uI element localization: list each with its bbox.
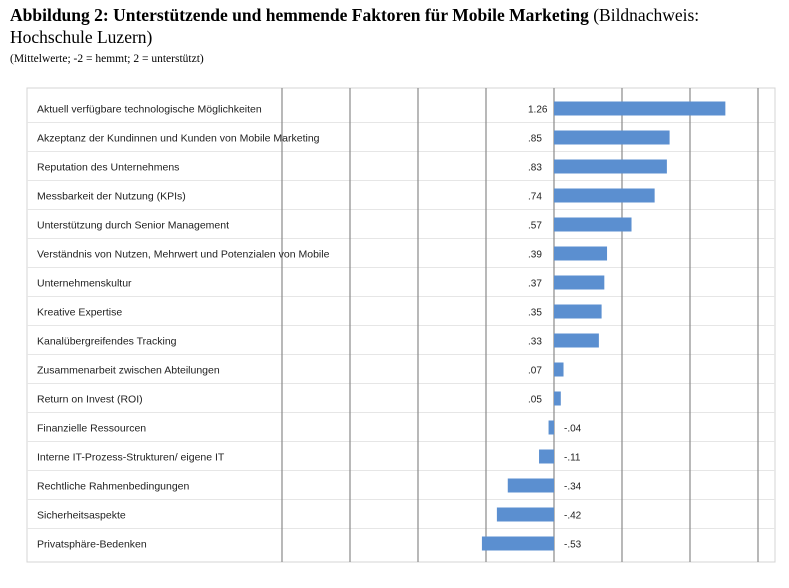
bar bbox=[496, 507, 554, 522]
category-label: Privatsphäre-Bedenken bbox=[37, 539, 147, 551]
category-label: Rechtliche Rahmenbedingungen bbox=[37, 481, 190, 493]
category-label: Sicherheitsaspekte bbox=[37, 510, 126, 522]
value-label: -.42 bbox=[564, 511, 582, 522]
category-label: Verständnis von Nutzen, Mehrwert und Pot… bbox=[37, 249, 330, 261]
category-label: Return on Invest (ROI) bbox=[37, 394, 143, 406]
category-label: Finanzielle Ressourcen bbox=[37, 423, 146, 435]
category-label: Interne IT-Prozess-Strukturen/ eigene IT bbox=[37, 452, 225, 464]
bar bbox=[554, 101, 726, 116]
category-label: Unterstützung durch Senior Management bbox=[37, 220, 229, 232]
figure-title: Abbildung 2: Unterstützende und hemmende… bbox=[10, 4, 785, 48]
bar bbox=[554, 130, 670, 145]
value-label: .05 bbox=[528, 395, 542, 406]
category-label: Zusammenarbeit zwischen Abteilungen bbox=[37, 365, 220, 377]
bar bbox=[548, 420, 554, 435]
bar bbox=[554, 159, 667, 174]
category-label: Reputation des Unternehmens bbox=[37, 162, 179, 174]
figure-title-source: (Bildnachweis: Hochschule Luzern) bbox=[10, 5, 700, 47]
bar bbox=[554, 275, 605, 290]
figure-subtitle: (Mittelwerte; -2 = hemmt; 2 = unterstütz… bbox=[10, 53, 204, 65]
bar bbox=[554, 304, 602, 319]
value-label: .85 bbox=[528, 134, 542, 145]
bar bbox=[554, 246, 608, 261]
value-label: .39 bbox=[528, 250, 542, 261]
bar bbox=[539, 449, 554, 464]
value-label: .74 bbox=[528, 192, 542, 203]
value-label: .83 bbox=[528, 163, 542, 174]
category-label: Kanalübergreifendes Tracking bbox=[37, 336, 177, 348]
bar bbox=[554, 362, 564, 377]
category-label: Kreative Expertise bbox=[37, 307, 122, 319]
bar bbox=[554, 188, 655, 203]
value-label: .35 bbox=[528, 308, 542, 319]
value-label: .33 bbox=[528, 337, 542, 348]
value-label: -.11 bbox=[564, 453, 581, 464]
category-label: Unternehmenskultur bbox=[37, 278, 132, 290]
bar bbox=[554, 333, 599, 348]
value-label: .07 bbox=[528, 366, 542, 377]
value-label: .57 bbox=[528, 221, 542, 232]
bar bbox=[554, 391, 561, 406]
bar bbox=[554, 217, 632, 232]
value-label: -.53 bbox=[564, 540, 582, 551]
category-label: Akzeptanz der Kundinnen und Kunden von M… bbox=[37, 133, 320, 145]
value-label: -.34 bbox=[564, 482, 582, 493]
bar bbox=[481, 536, 554, 551]
value-label: -.04 bbox=[564, 424, 582, 435]
figure-title-bold: Abbildung 2: Unterstützende und hemmende… bbox=[10, 5, 589, 25]
figure-heading: Abbildung 2: Unterstützende und hemmende… bbox=[10, 4, 785, 66]
bar bbox=[507, 478, 554, 493]
category-label: Aktuell verfügbare technologische Möglic… bbox=[37, 104, 262, 116]
value-label: .37 bbox=[528, 279, 542, 290]
category-label: Messbarkeit der Nutzung (KPIs) bbox=[37, 191, 186, 203]
value-label: 1.26 bbox=[528, 105, 548, 116]
